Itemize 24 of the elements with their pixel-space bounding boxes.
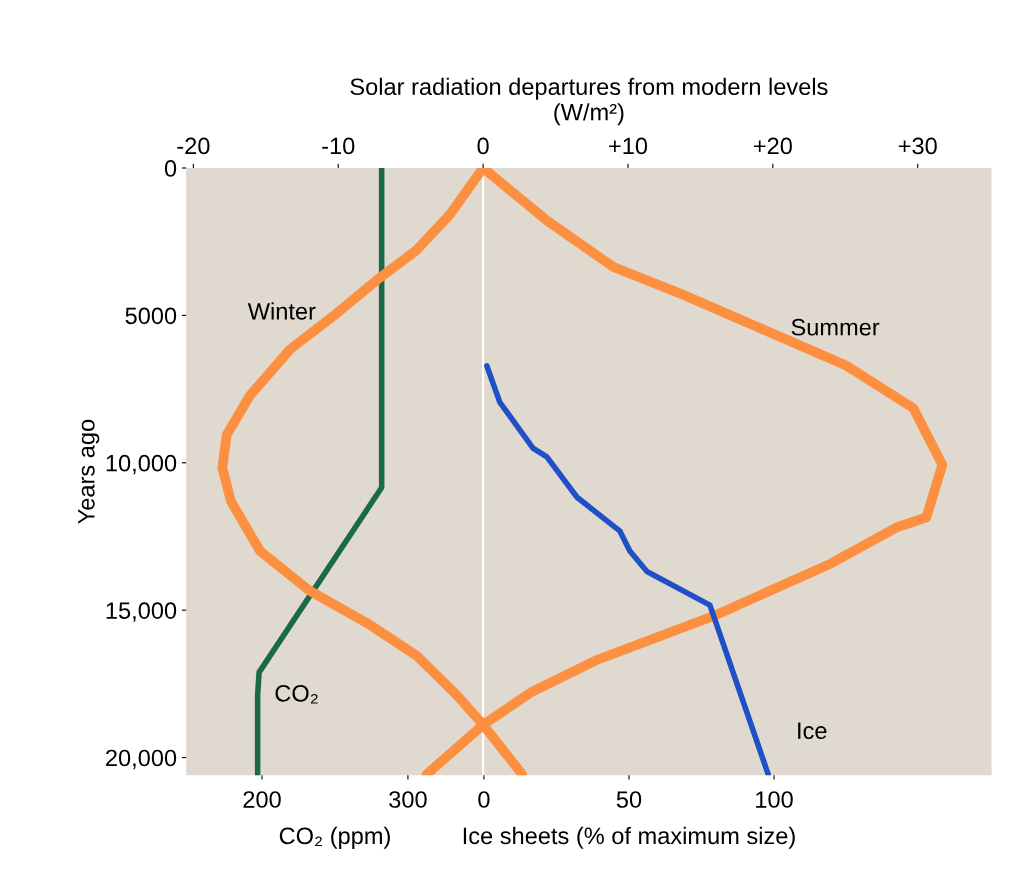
x-tick-label: 100 [756, 791, 793, 808]
series-label: Winter [247, 302, 316, 320]
x2-axis-title: Solar radiation departures from modern levels (W/m²) [350, 77, 828, 126]
x2-tick-label: -10 [322, 137, 355, 155]
series-label: CO₂ [275, 684, 318, 704]
series-label: Ice [798, 722, 827, 740]
x2-tick-label: 0 [477, 137, 489, 155]
x2-tick-label: +20 [753, 137, 792, 155]
series-label: Summer [791, 318, 880, 336]
x-tick-label: 0 [478, 791, 490, 808]
x2-tick-label: +10 [609, 137, 648, 155]
x-axis-title: CO₂ (ppm) [279, 826, 390, 849]
x-axis-title: Ice sheets (% of maximum size) [463, 826, 795, 849]
y-tick-label: 15,000 [106, 602, 177, 622]
x-tick-label: 200 [243, 791, 281, 808]
x2-tick-label: +30 [898, 137, 937, 155]
x2-tick-label: -20 [177, 137, 210, 155]
y-tick-label: 5000 [125, 307, 177, 325]
y-axis-title: Years ago [78, 419, 100, 524]
x-tick-label: 300 [389, 791, 427, 808]
y-tick-label: 0 [164, 160, 177, 177]
x-tick-label: 50 [616, 791, 642, 808]
y-tick-label: 10,000 [106, 454, 177, 475]
y-tick-label: 20,000 [106, 749, 177, 770]
